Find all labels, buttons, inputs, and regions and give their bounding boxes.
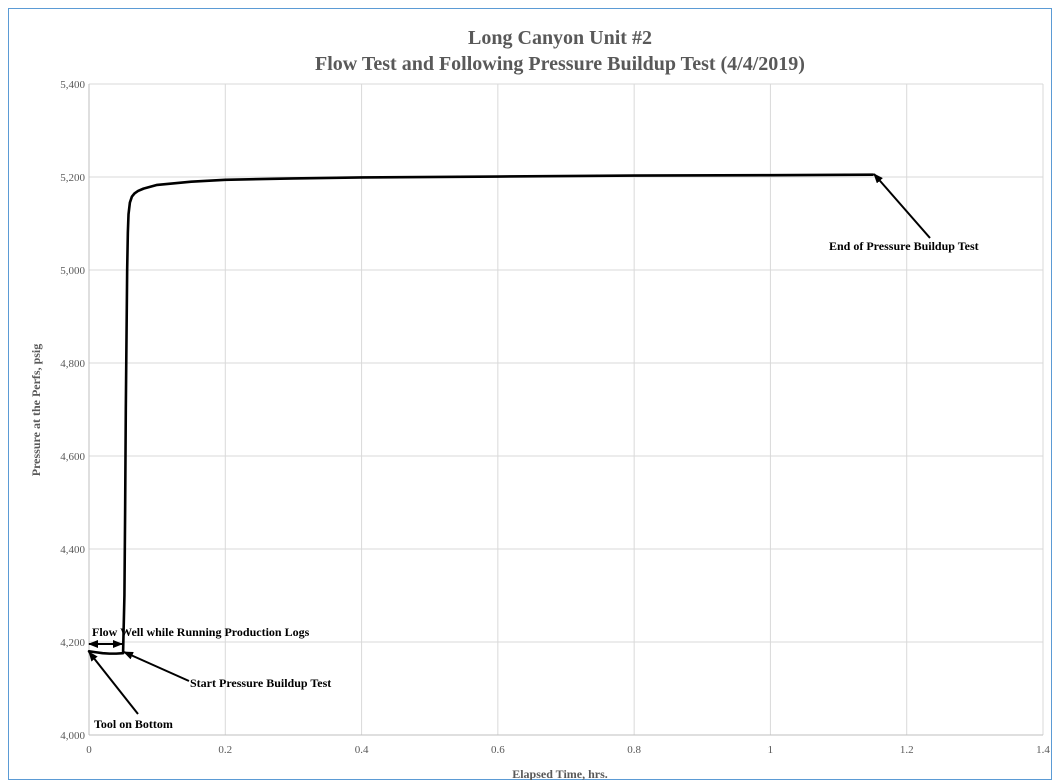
x-tick-label: 1	[768, 744, 774, 756]
annotations: Flow Well while Running Production Logs …	[88, 173, 979, 731]
y-tick-label: 4,600	[60, 451, 85, 463]
series-layer	[87, 173, 874, 655]
x-tick-label: 0.8	[627, 744, 641, 756]
y-tick-label: 5,400	[60, 79, 85, 91]
y-tick-label: 4,200	[60, 637, 85, 649]
tool-on-bottom-label: Tool on Bottom	[94, 717, 173, 731]
start-pressure-buildup-label: Start Pressure Buildup Test	[190, 676, 331, 690]
y-axis-title: Pressure at the Perfs, psig	[29, 344, 43, 477]
y-tick-label: 4,000	[60, 730, 85, 742]
x-tick-label: 0.6	[491, 744, 505, 756]
x-tick-label: 1.4	[1036, 744, 1050, 756]
tool-on-bottom-arrow	[88, 651, 139, 715]
tick-labels: 0 0.2 0.4 0.6 0.8 1 1.2 1.4 4,000 4,200 4,400 4,600…	[60, 79, 1050, 756]
x-tick-label: 1.2	[900, 744, 914, 756]
y-tick-label: 4,400	[60, 544, 85, 556]
start-pressure-buildup-arrow	[123, 651, 190, 682]
chart-subtitle: Flow Test and Following Pressure Buildup…	[315, 53, 805, 75]
y-tick-label: 5,000	[60, 265, 85, 277]
x-tick-label: 0.4	[355, 744, 369, 756]
end-pressure-buildup-label: End of Pressure Buildup Test	[829, 239, 979, 253]
chart-frame	[8, 8, 1052, 780]
x-tick-label: 0	[86, 744, 92, 756]
end-pressure-buildup-arrow	[873, 173, 931, 239]
y-tick-label: 5,200	[60, 172, 85, 184]
y-tick-label: 4,800	[60, 358, 85, 370]
axes	[88, 84, 1043, 736]
x-tick-label: 0.2	[218, 744, 232, 756]
x-axis-title: Elapsed Time, hrs.	[512, 767, 608, 780]
pressure-series-line	[87, 173, 874, 655]
chart-title: Long Canyon Unit #2	[468, 27, 652, 49]
flow-well-label: Flow Well while Running Production Logs	[92, 625, 310, 639]
